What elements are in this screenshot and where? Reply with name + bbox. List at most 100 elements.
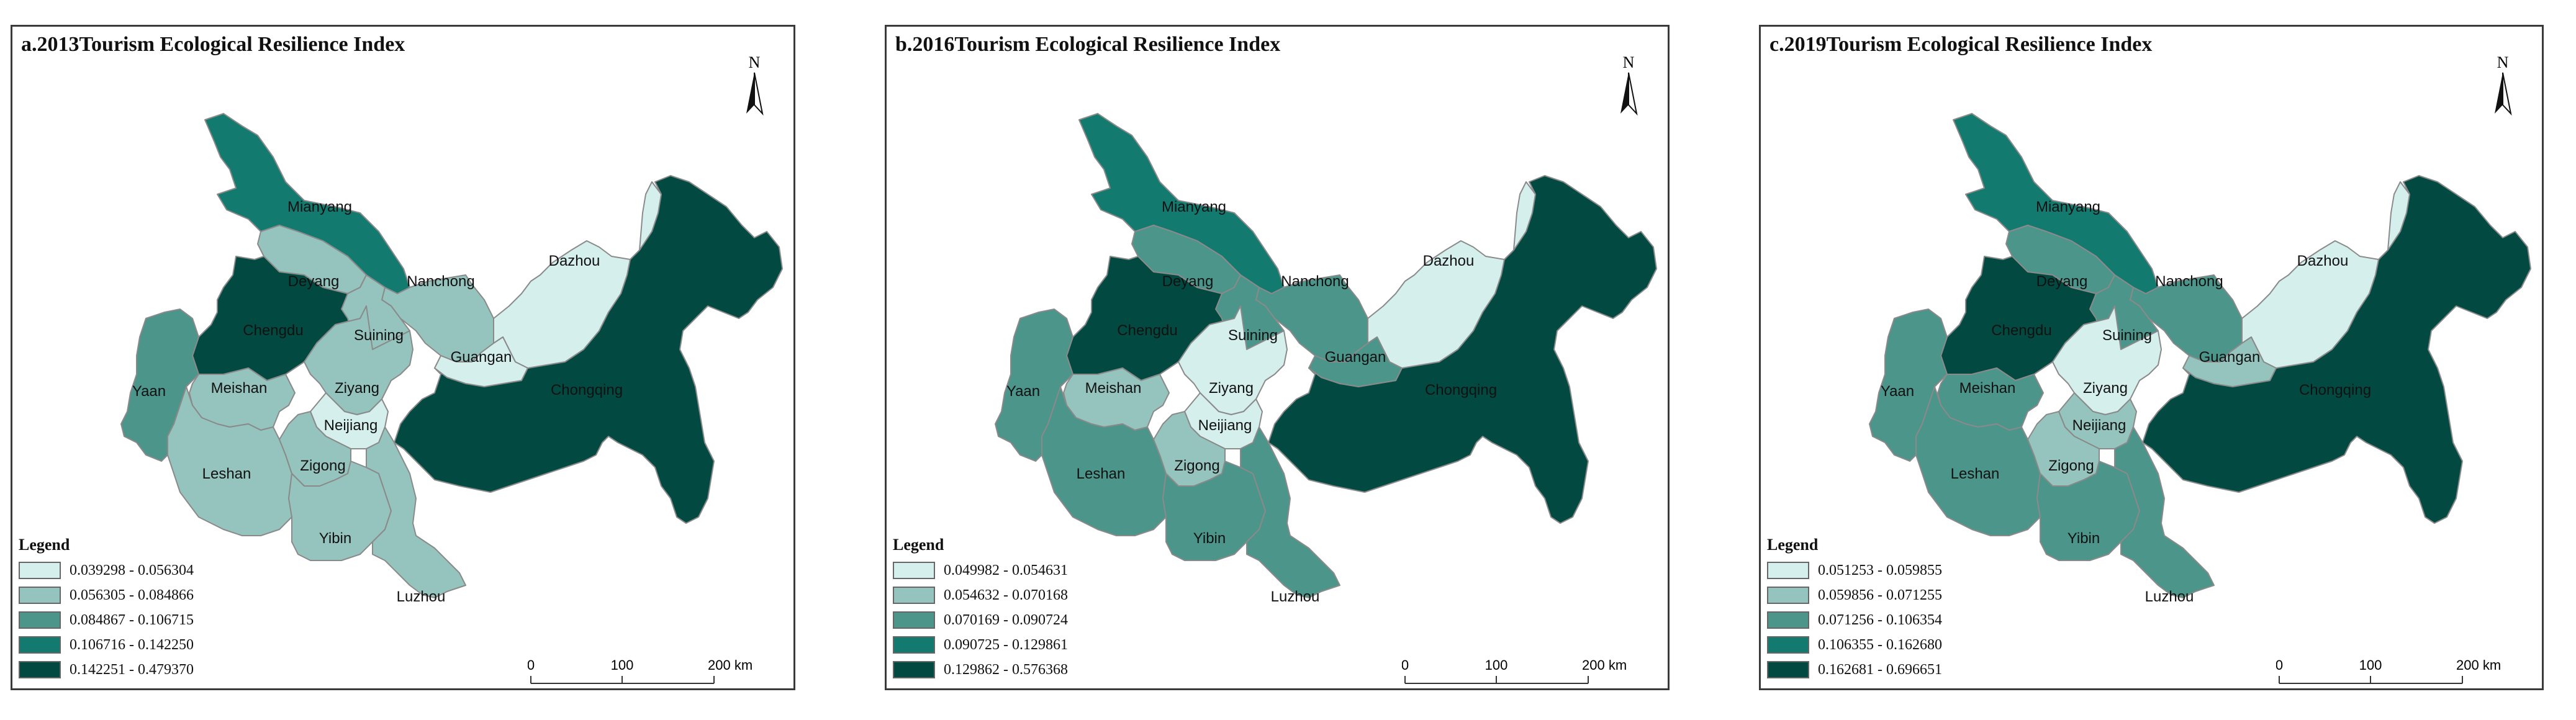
scale-tick: 0	[1402, 657, 1409, 673]
region-label-mianyang: Mianyang	[2036, 199, 2100, 215]
region-label-chongqing: Chongqing	[2299, 382, 2371, 398]
region-label-yaan: Yaan	[1881, 383, 1914, 400]
scale-bar: 0 100 200 km	[528, 657, 752, 684]
scale-bar: 0 100 200 km	[1402, 657, 1627, 684]
map-panel-2016: b.2016Tourism Ecological Resilience Inde…	[885, 25, 1670, 690]
region-label-guangan: Guangan	[1325, 349, 1386, 366]
region-label-zigong: Zigong	[300, 457, 345, 474]
region-label-neijiang: Neijiang	[324, 417, 378, 434]
region-map: Chongqing Dazhou Nanchong Mianyang Deyang Che…	[995, 113, 1657, 605]
legend-item: 0.049982 - 0.054631	[893, 558, 1068, 583]
region-label-guangan: Guangan	[2199, 349, 2261, 366]
region-label-yibin: Yibin	[2068, 530, 2100, 547]
region-label-chongqing: Chongqing	[551, 382, 623, 398]
legend-swatch	[1767, 661, 1809, 678]
legend-item: 0.162681 - 0.696651	[1767, 657, 1942, 682]
legend-swatch	[1767, 587, 1809, 604]
legend-label: 0.090725 - 0.129861	[944, 636, 1068, 653]
legend: Legend 0.051253 - 0.059855 0.059856 - 0.…	[1767, 536, 1942, 682]
legend-swatch	[1767, 562, 1809, 579]
region-label-ziyang: Ziyang	[1209, 380, 1254, 397]
legend-item: 0.106355 - 0.162680	[1767, 632, 1942, 657]
scale-tick: 200 km	[708, 657, 752, 673]
region-label-deyang: Deyang	[288, 273, 340, 290]
region-label-nanchong: Nanchong	[1281, 273, 1349, 290]
region-label-suining: Suining	[2102, 327, 2152, 344]
legend-item: 0.059856 - 0.071255	[1767, 583, 1942, 608]
legend-title: Legend	[19, 536, 70, 554]
region-label-zigong: Zigong	[1174, 457, 1219, 474]
region-luzhou	[366, 426, 466, 598]
region-label-dazhou: Dazhou	[549, 253, 600, 269]
region-label-luzhou: Luzhou	[2145, 588, 2194, 605]
legend-label: 0.129862 - 0.576368	[944, 661, 1068, 678]
panel-title: b.2016Tourism Ecological Resilience Inde…	[895, 33, 1281, 56]
legend-swatch	[19, 611, 61, 629]
region-label-mianyang: Mianyang	[1162, 199, 1226, 215]
legend-item: 0.056305 - 0.084866	[19, 583, 194, 608]
region-label-yaan: Yaan	[1006, 383, 1040, 400]
region-label-ziyang: Ziyang	[2083, 380, 2128, 397]
legend-item: 0.054632 - 0.070168	[893, 583, 1068, 608]
legend-swatch	[19, 587, 61, 604]
legend-item: 0.142251 - 0.479370	[19, 657, 194, 682]
region-label-dazhou: Dazhou	[2297, 253, 2349, 269]
north-label: N	[1623, 53, 1635, 71]
region-label-dazhou: Dazhou	[1423, 253, 1475, 269]
legend-swatch	[19, 562, 61, 579]
scale-tick: 100	[1485, 657, 1508, 673]
region-guangan	[1308, 336, 1403, 387]
legend-swatch	[893, 661, 935, 678]
region-luzhou	[2114, 426, 2215, 598]
map-panel-2019: c.2019Tourism Ecological Resilience Inde…	[1759, 25, 2544, 690]
region-chengdu	[1940, 256, 2115, 381]
region-label-suining: Suining	[1228, 327, 1278, 344]
region-chengdu	[192, 256, 367, 381]
region-label-nanchong: Nanchong	[407, 273, 474, 290]
north-label: N	[749, 53, 761, 71]
region-label-nanchong: Nanchong	[2155, 273, 2223, 290]
legend-label: 0.071256 - 0.106354	[1818, 611, 1942, 628]
region-label-deyang: Deyang	[1162, 273, 1214, 290]
legend-label: 0.142251 - 0.479370	[70, 661, 194, 678]
scale-tick: 200 km	[2456, 657, 2501, 673]
region-label-ziyang: Ziyang	[335, 380, 379, 397]
region-label-mianyang: Mianyang	[287, 199, 352, 215]
legend-item: 0.051253 - 0.059855	[1767, 558, 1942, 583]
legend-swatch	[1767, 636, 1809, 654]
region-label-leshan: Leshan	[202, 466, 251, 482]
legend-label: 0.054632 - 0.070168	[944, 587, 1068, 603]
legend-item: 0.084867 - 0.106715	[19, 608, 194, 632]
legend-swatch	[893, 562, 935, 579]
region-label-meishan: Meishan	[1959, 380, 2016, 397]
legend-item: 0.090725 - 0.129861	[893, 632, 1068, 657]
region-label-chengdu: Chengdu	[1117, 322, 1177, 339]
region-label-chengdu: Chengdu	[243, 322, 303, 339]
legend-swatch	[893, 611, 935, 629]
legend-label: 0.039298 - 0.056304	[70, 562, 194, 578]
legend-swatch	[19, 661, 61, 678]
region-label-yaan: Yaan	[132, 383, 166, 400]
region-label-leshan: Leshan	[1077, 466, 1126, 482]
region-label-luzhou: Luzhou	[1271, 588, 1320, 605]
legend-label: 0.049982 - 0.054631	[944, 562, 1068, 578]
region-label-neijiang: Neijiang	[2072, 417, 2126, 434]
legend-item: 0.071256 - 0.106354	[1767, 608, 1942, 632]
legend-label: 0.162681 - 0.696651	[1818, 661, 1942, 678]
region-luzhou	[1240, 426, 1340, 598]
legend-item: 0.039298 - 0.056304	[19, 558, 194, 583]
legend-item: 0.070169 - 0.090724	[893, 608, 1068, 632]
region-guangan	[2182, 336, 2277, 387]
north-arrow-icon: N	[746, 53, 764, 116]
region-label-zigong: Zigong	[2048, 457, 2094, 474]
region-label-meishan: Meishan	[211, 380, 268, 397]
legend-label: 0.059856 - 0.071255	[1818, 587, 1942, 603]
region-label-suining: Suining	[354, 327, 404, 344]
legend: Legend 0.049982 - 0.054631 0.054632 - 0.…	[893, 536, 1068, 682]
legend-swatch	[893, 587, 935, 604]
scale-tick: 100	[611, 657, 634, 673]
region-map: Chongqing Dazhou Nanchong Mianyang Deyang Che…	[1869, 113, 2531, 605]
legend-swatch	[893, 636, 935, 654]
region-label-leshan: Leshan	[1951, 466, 2000, 482]
region-guangan	[434, 336, 528, 387]
